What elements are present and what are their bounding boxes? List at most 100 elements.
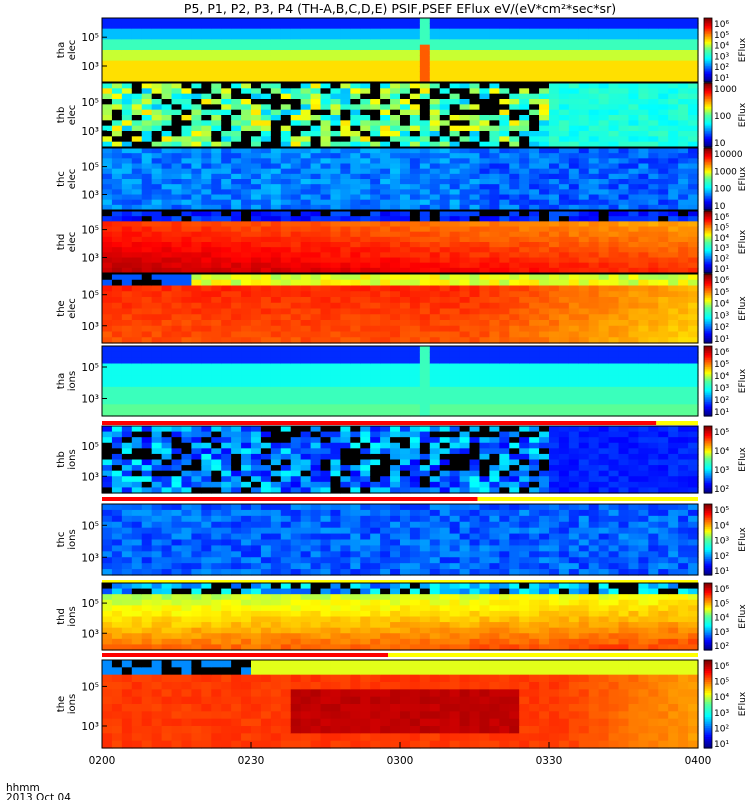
heatmap-cell (688, 226, 699, 233)
heatmap-cell (419, 257, 431, 264)
heatmap-cell (499, 404, 510, 411)
heatmap-cell (668, 60, 679, 67)
heatmap-cell (479, 274, 490, 281)
heatmap-cell (449, 194, 461, 201)
heatmap-cell (251, 55, 262, 62)
heatmap-cell (310, 34, 322, 40)
heatmap-cell (558, 50, 570, 56)
heatmap-cell (539, 404, 550, 411)
heatmap-cell (151, 120, 163, 127)
heatmap-cell (231, 381, 242, 388)
heatmap-cell (320, 226, 332, 233)
heatmap-cell (400, 346, 411, 353)
heatmap-cell (380, 184, 391, 190)
heatmap-cell (300, 262, 312, 269)
heatmap-cell (260, 363, 272, 370)
heatmap-cell (111, 369, 123, 376)
heatmap-cell (598, 39, 610, 46)
heatmap-cell (578, 252, 590, 259)
heatmap-cell (419, 71, 431, 78)
heatmap-cell (141, 242, 153, 248)
heatmap-cell (241, 76, 252, 83)
heatmap-cell (668, 392, 679, 400)
heatmap-cell (241, 60, 252, 67)
heatmap-cell (260, 23, 272, 30)
heatmap-cell (161, 23, 173, 30)
heatmap-cell (400, 320, 411, 327)
colorbar-swatch (704, 363, 712, 366)
heatmap-cell (320, 325, 332, 333)
heatmap-cell (360, 320, 371, 327)
heatmap-cell (340, 308, 351, 315)
heatmap-cell (171, 71, 183, 78)
heatmap-cell (251, 252, 262, 259)
heatmap-cell (380, 369, 391, 376)
heatmap-cell (519, 252, 530, 259)
heatmap-cell (181, 257, 192, 264)
colorbar-swatch (704, 113, 712, 116)
colorbar-swatch (704, 313, 712, 316)
heatmap-cell (300, 231, 312, 238)
heatmap-cell (529, 297, 540, 304)
heatmap-cell (231, 262, 242, 269)
colorbar-tick-label: 100 (714, 112, 731, 122)
heatmap-cell (270, 55, 282, 62)
heatmap-cell (221, 104, 232, 111)
heatmap-cell (549, 76, 560, 83)
heatmap-cell (648, 115, 659, 121)
heatmap-cell (350, 231, 361, 238)
heatmap-cell (161, 28, 173, 35)
heatmap-cell (449, 211, 461, 217)
heatmap-cell (231, 66, 242, 72)
colorbar-swatch (704, 398, 712, 401)
colorbar-swatch (704, 18, 712, 21)
heatmap-cell (310, 194, 322, 201)
heatmap-cell (181, 93, 192, 100)
heatmap-cell (380, 346, 391, 353)
heatmap-cell (668, 50, 679, 56)
heatmap-cell (280, 267, 292, 274)
heatmap-cell (419, 148, 431, 154)
heatmap-cell (251, 226, 262, 233)
heatmap-cell (161, 437, 173, 444)
heatmap-cell (260, 381, 272, 388)
heatmap-cell (340, 184, 351, 190)
colorbar-swatch (704, 260, 712, 263)
heatmap-cell (102, 83, 113, 89)
heatmap-cell (380, 314, 391, 321)
colorbar-swatch (704, 111, 712, 114)
heatmap-cell (370, 257, 381, 264)
heatmap-cell (231, 392, 242, 400)
heatmap-cell (638, 357, 649, 365)
heatmap-cell (390, 168, 401, 175)
ytick-label: 10⁵ (81, 97, 99, 109)
heatmap-cell (479, 153, 490, 159)
heatmap-cell (628, 194, 639, 201)
colorbar-swatch (704, 21, 712, 24)
heatmap-cell (479, 109, 490, 116)
heatmap-cell (658, 346, 669, 353)
heatmap-cell (419, 194, 431, 201)
heatmap-cell (638, 39, 649, 46)
heatmap-cell (360, 470, 371, 477)
heatmap-cell (578, 34, 590, 40)
heatmap-cell (290, 231, 302, 238)
heatmap-cell (539, 194, 550, 201)
heatmap-cell (568, 274, 580, 281)
heatmap-cell (658, 279, 669, 287)
heatmap-cell (102, 34, 113, 40)
heatmap-cell (241, 381, 252, 388)
heatmap-cell (141, 173, 153, 180)
heatmap-cell (141, 302, 153, 310)
heatmap-cell (141, 297, 153, 304)
heatmap-cell (638, 291, 649, 298)
heatmap-cell (509, 71, 520, 78)
heatmap-cell (678, 279, 689, 287)
heatmap-cell (241, 55, 252, 62)
colorbar-tick-label: 10⁶ (714, 20, 729, 30)
heatmap-cell (648, 168, 659, 175)
heatmap-cell (558, 93, 570, 100)
heatmap-cell (668, 285, 679, 292)
heatmap-cell (251, 398, 262, 405)
heatmap-cell (668, 141, 679, 148)
